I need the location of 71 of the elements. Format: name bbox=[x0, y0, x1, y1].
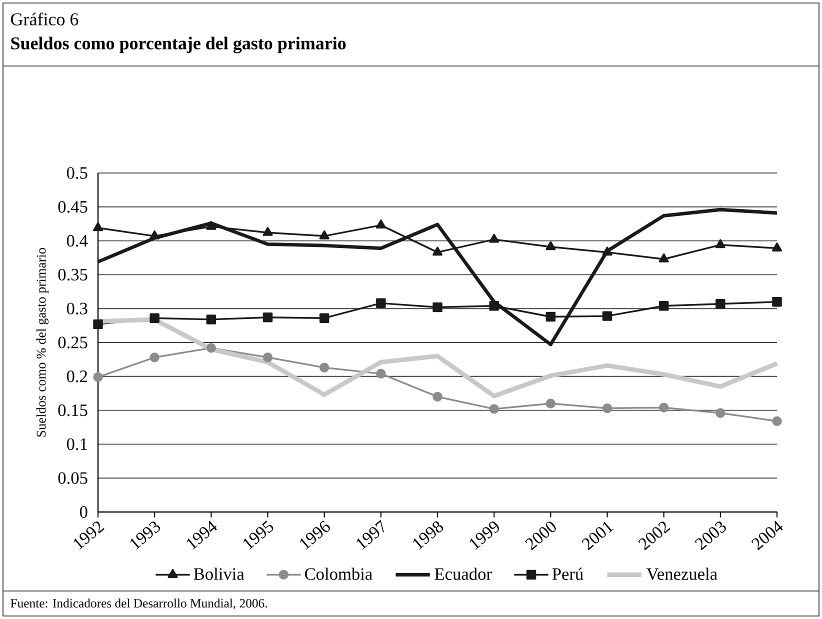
chart-subtitle: Sueldos como porcentaje del gasto primario bbox=[11, 36, 346, 54]
point bbox=[432, 392, 442, 402]
legend-label: Colombia bbox=[304, 568, 372, 580]
x-tick-label: 1994 bbox=[186, 520, 217, 550]
point bbox=[489, 301, 499, 311]
y-tick-label: 0.1 bbox=[66, 438, 87, 450]
line-series bbox=[96, 208, 779, 346]
legend-label: Venezuela bbox=[646, 568, 718, 580]
point bbox=[150, 313, 160, 323]
point bbox=[489, 404, 499, 414]
chart-title: Gráfico 6 bbox=[11, 12, 78, 26]
point bbox=[602, 403, 612, 414]
point bbox=[150, 230, 160, 240]
y-tick-label: 0.4 bbox=[66, 234, 88, 247]
x-tick-label: 1998 bbox=[413, 521, 444, 550]
point bbox=[772, 416, 782, 426]
y-axis-title: Sueldos como % del gasto primario bbox=[36, 248, 48, 437]
point bbox=[376, 298, 386, 308]
point bbox=[546, 241, 556, 250]
point bbox=[432, 246, 443, 256]
point bbox=[319, 230, 330, 240]
point bbox=[262, 226, 273, 236]
point bbox=[772, 242, 782, 252]
point bbox=[715, 239, 726, 248]
point bbox=[432, 302, 442, 312]
point bbox=[319, 313, 330, 323]
point bbox=[206, 343, 216, 353]
y-tick-label: 0.45 bbox=[58, 201, 88, 213]
point bbox=[150, 352, 160, 362]
point bbox=[319, 362, 330, 372]
y-tick-label: 0.35 bbox=[58, 268, 88, 281]
point bbox=[262, 312, 273, 322]
y-tick-label: 0.5 bbox=[66, 167, 88, 179]
point bbox=[93, 319, 103, 330]
y-tick-label: 0.15 bbox=[58, 404, 88, 416]
point bbox=[546, 398, 556, 408]
point bbox=[716, 408, 726, 418]
point bbox=[546, 312, 556, 322]
y-tick-label: 0.05 bbox=[58, 472, 88, 484]
x-tick-label: 2003 bbox=[694, 522, 726, 550]
x-tick-label: 1996 bbox=[300, 520, 330, 550]
point bbox=[92, 222, 104, 232]
source-note: Fuente: Indicadores del Desarrollo Mundial, 2006. bbox=[10, 598, 267, 610]
x-tick-label: 1995 bbox=[243, 520, 274, 550]
point bbox=[376, 368, 386, 379]
y-tick-label: 0.3 bbox=[66, 302, 88, 314]
point bbox=[206, 220, 216, 230]
legend-label: Ecuador bbox=[434, 568, 492, 580]
point bbox=[772, 296, 782, 307]
point bbox=[658, 402, 669, 412]
y-tick-label: 0 bbox=[80, 506, 88, 518]
x-tick-label: 1999 bbox=[470, 522, 499, 550]
point bbox=[93, 372, 103, 382]
point bbox=[602, 246, 612, 256]
x-tick-label: 1993 bbox=[130, 521, 160, 550]
x-tick-label: 2001 bbox=[582, 522, 614, 550]
x-tick-label: 1992 bbox=[74, 522, 104, 550]
point bbox=[658, 253, 669, 262]
point bbox=[489, 234, 500, 243]
point bbox=[602, 311, 612, 321]
legend-label: Bolivia bbox=[194, 568, 244, 580]
legend-label: Perú bbox=[552, 568, 584, 580]
y-tick-label: 0.25 bbox=[58, 336, 88, 348]
x-tick-label: 2002 bbox=[638, 522, 670, 550]
point bbox=[658, 301, 669, 311]
point bbox=[262, 352, 273, 362]
point bbox=[716, 298, 726, 309]
point bbox=[206, 314, 216, 324]
point bbox=[376, 220, 386, 228]
x-tick-label: 2000 bbox=[525, 522, 556, 550]
y-tick-label: 0.2 bbox=[66, 370, 88, 382]
